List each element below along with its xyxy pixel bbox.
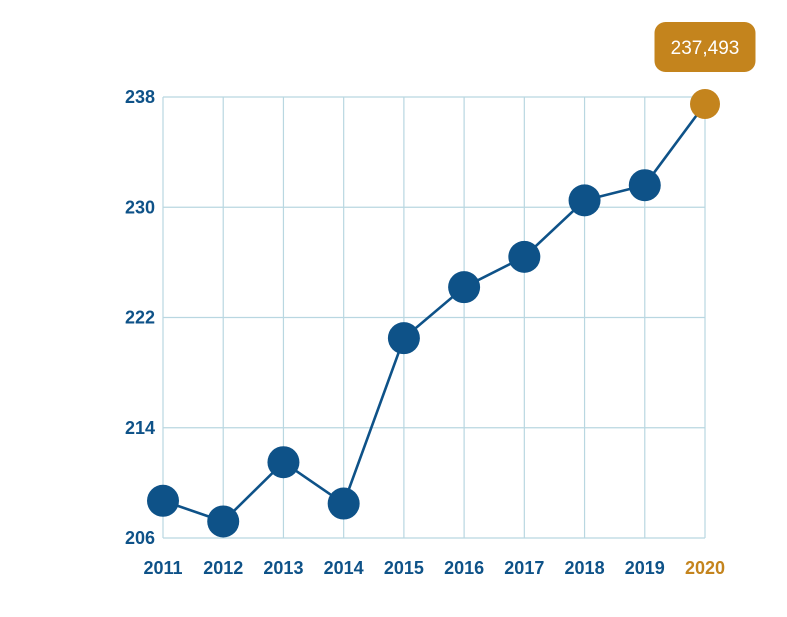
y-tick-label: 214 — [125, 418, 155, 438]
highlight-callout: 237,493 — [654, 22, 756, 72]
y-tick-label: 230 — [125, 197, 155, 217]
x-tick-label: 2013 — [263, 558, 303, 578]
x-tick-label: 2018 — [565, 558, 605, 578]
x-tick-label: 2011 — [143, 558, 182, 578]
data-point — [267, 446, 300, 479]
x-tick-label: 2019 — [625, 558, 665, 578]
highlight-data-point — [690, 88, 720, 119]
x-tick-label: 2017 — [504, 558, 544, 578]
x-tick-label: 2016 — [444, 558, 484, 578]
data-point — [147, 484, 179, 517]
y-tick-label: 206 — [125, 528, 155, 548]
x-tick-label: 2014 — [324, 558, 364, 578]
data-point — [387, 322, 420, 355]
data-point — [568, 184, 601, 217]
callout-value-label: 237,493 — [671, 38, 740, 59]
axis-labels: 206 214 222 230 238 2011 2012 2013 2014 2015 2016 2… — [125, 87, 725, 578]
x-tick-label: 2020 — [685, 558, 725, 578]
y-tick-label: 222 — [125, 308, 155, 328]
y-tick-label: 238 — [125, 87, 155, 107]
series-layer — [147, 88, 720, 538]
data-point — [628, 169, 661, 202]
callout-box — [654, 22, 756, 72]
data-point — [327, 487, 360, 520]
chart-grid — [162, 96, 706, 539]
x-tick-label: 2012 — [203, 558, 243, 578]
data-point — [508, 240, 541, 273]
x-tick-label: 2015 — [384, 558, 424, 578]
data-point — [207, 505, 240, 538]
data-point — [448, 271, 481, 304]
series-line — [162, 103, 707, 523]
